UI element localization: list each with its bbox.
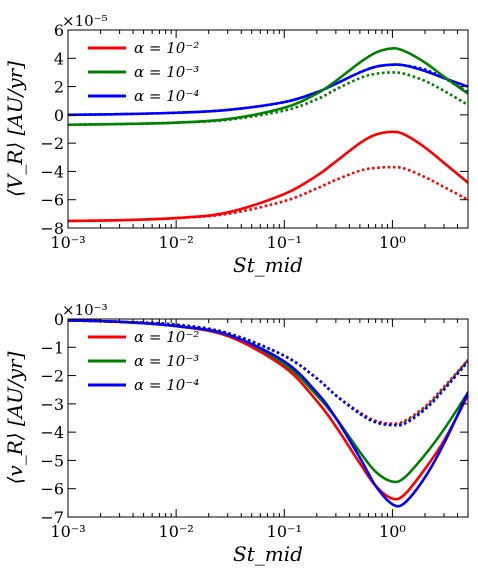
x-tick-label: 10⁻³: [50, 233, 85, 252]
series-line-4-dotted: [68, 319, 468, 427]
series-line-5-dotted: [68, 319, 468, 427]
series-line-2-solid: [68, 319, 468, 508]
legend-label: α = 10⁻³: [134, 352, 199, 370]
top-panel: 10⁻³ 10⁻² 10⁻¹ 10⁰ −8 −6 −4 −2 0 2 4 6×10⁻⁵ St_mid ⟨V…: [3, 12, 469, 277]
x-axis-label: St_mid: [233, 253, 303, 277]
bottom-panel: 10⁻³ 10⁻² 10⁻¹ 10⁰ −7 −6 −5 −4 −3 −2 −1 0×10⁻³ St_mi…: [3, 301, 469, 566]
y-axis-label: ⟨v_R⟩ [AU/yr]: [3, 351, 27, 484]
axes-frame: [67, 29, 469, 229]
y-tick-label: −8: [40, 219, 64, 238]
y-tick-label: −3: [40, 395, 64, 414]
series-line-3-dotted: [68, 319, 468, 425]
y-tick-label: −6: [40, 480, 64, 499]
legend-label: α = 10⁻²: [134, 39, 199, 57]
y-tick-label: −4: [40, 162, 64, 181]
x-tick-label: 10⁰: [379, 233, 406, 252]
y-tick-label: 2: [54, 78, 64, 97]
legend-label: α = 10⁻²: [134, 328, 199, 346]
y-tick-label: 0: [54, 106, 64, 125]
series-line-1-dotted: [68, 63, 468, 117]
legend-label: α = 10⁻⁴: [134, 87, 199, 105]
y-tick-label: −7: [40, 508, 64, 527]
x-tick-label: 10⁰: [379, 522, 406, 541]
y-tick-label: −2: [40, 134, 64, 153]
x-tick-label: 10⁻¹: [267, 233, 302, 252]
y-tick-label: −1: [40, 338, 64, 357]
x-tick-label: 10⁻²: [159, 233, 194, 252]
series-line-4-solid: [68, 130, 468, 223]
x-tick-label: 10⁻²: [159, 522, 194, 541]
y-tick-label: −5: [40, 451, 64, 470]
y-tick-label: −2: [40, 367, 64, 386]
y-tick-label: −4: [40, 423, 64, 442]
legend-label: α = 10⁻⁴: [134, 376, 199, 394]
legend: α = 10⁻² α = 10⁻³ α = 10⁻⁴: [88, 328, 199, 394]
y-tick-label: −6: [40, 191, 64, 210]
series-line-5-dotted: [68, 165, 468, 223]
series-line-0-solid: [68, 63, 468, 117]
y-tick-label: 6: [54, 21, 64, 40]
x-tick-label: 10⁻¹: [267, 522, 302, 541]
series-line-0-solid: [68, 319, 468, 484]
series-line-3-dotted: [68, 71, 468, 127]
x-axis-label: St_mid: [233, 542, 303, 566]
y-tick-label: 4: [54, 49, 64, 68]
y-tick-label: 0: [54, 310, 64, 329]
x-tick-label: 10⁻³: [50, 522, 85, 541]
y-multiplier-label: ×10⁻⁵: [62, 12, 108, 30]
y-axis-label: ⟨V_R⟩ [AU/yr]: [3, 61, 27, 197]
y-multiplier-label: ×10⁻³: [62, 301, 108, 319]
series-line-2-solid: [68, 47, 468, 127]
legend-label: α = 10⁻³: [134, 63, 199, 81]
legend: α = 10⁻² α = 10⁻³ α = 10⁻⁴: [88, 39, 199, 105]
